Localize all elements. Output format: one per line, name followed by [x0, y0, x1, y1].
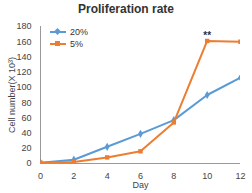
svg-text:160: 160	[16, 37, 31, 47]
html-text:Proliferation rate: Proliferation rate	[78, 2, 174, 16]
svg-text:140: 140	[16, 52, 31, 62]
html-text:5%: 5%	[70, 39, 83, 49]
svg-text:60: 60	[21, 113, 31, 123]
svg-text:4: 4	[105, 171, 110, 181]
svg-text:40: 40	[21, 128, 31, 138]
svg-text:6: 6	[138, 170, 143, 181]
svg-text:12: 12	[235, 171, 245, 181]
svg-text:20: 20	[21, 143, 31, 153]
svg-text:10: 10	[202, 171, 212, 181]
svg-text:100: 100	[16, 82, 31, 92]
svg-text:120: 120	[16, 67, 31, 77]
svg-text:8: 8	[171, 171, 176, 181]
svg-text:Day: Day	[132, 180, 149, 190]
svg-text:2: 2	[71, 171, 76, 181]
html-text:20%: 20%	[70, 27, 88, 37]
svg-text:Cell number(X 10³): Cell number(X 10³)	[7, 57, 17, 133]
svg-text:80: 80	[21, 97, 31, 107]
svg-text:180: 180	[16, 21, 31, 31]
svg-text:0: 0	[38, 171, 43, 181]
svg-text:0: 0	[26, 158, 31, 168]
svg-text:**: **	[203, 30, 211, 41]
